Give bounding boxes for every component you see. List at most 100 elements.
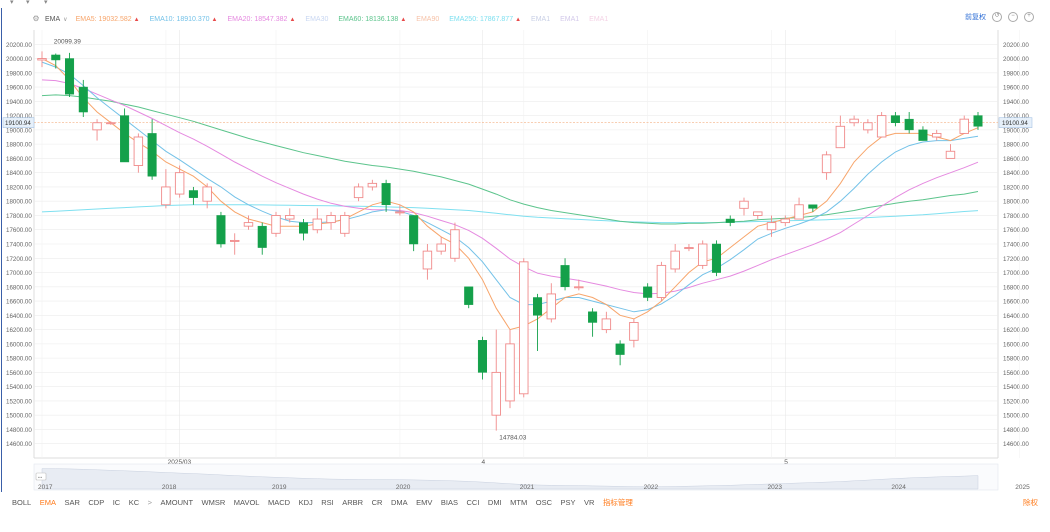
indicator-tab[interactable]: MAVOL — [233, 497, 260, 507]
candle — [684, 244, 694, 252]
candle — [312, 208, 323, 234]
legend-item[interactable]: EMA10: 18910.370 ▲ — [150, 16, 218, 23]
indicator-tab[interactable]: CDP — [88, 497, 105, 507]
ema10-line — [41, 61, 979, 313]
legend-item[interactable]: EMA1 — [560, 16, 579, 23]
indicator-tab[interactable]: PSY — [560, 497, 576, 507]
y-tick-label-left: 17400.00 — [6, 242, 32, 249]
legend-item[interactable]: EMA1 — [589, 16, 608, 23]
ex-rights-button[interactable]: 除权 — [1023, 498, 1038, 507]
indicator-tab[interactable]: DMI — [487, 497, 502, 507]
chevron-down-icon[interactable]: ∨ — [63, 16, 68, 23]
candle-body — [409, 215, 419, 245]
indicator-tab[interactable]: KC — [128, 497, 140, 507]
candle — [450, 222, 460, 262]
collapse-icon[interactable]: ▾ — [10, 0, 14, 6]
indicator-tab[interactable]: AMOUNT — [160, 497, 194, 507]
settings-icon[interactable]: ⚙ — [32, 14, 40, 23]
y-tick-label-left: 15800.00 — [6, 356, 32, 363]
y-tick-label-right: 17800.00 — [1003, 213, 1029, 220]
indicator-tab[interactable]: BIAS — [440, 497, 458, 507]
indicator-tab[interactable]: CCI — [466, 497, 480, 507]
y-tick-label-left: 19400.00 — [6, 99, 32, 106]
y-tick-label-right: 15200.00 — [1003, 398, 1029, 405]
candle — [973, 112, 983, 130]
min-value-label: 14784.03 — [499, 435, 526, 442]
indicator-tab[interactable]: MACD — [267, 497, 291, 507]
indicator-tab[interactable]: SAR — [64, 497, 80, 507]
max-value-label: 20099.39 — [54, 38, 81, 45]
legend-item[interactable]: EMA1 — [531, 16, 550, 23]
candle-body — [505, 343, 515, 402]
candle-body — [766, 222, 777, 231]
candle — [546, 283, 557, 323]
indicator-tab[interactable]: MTM — [510, 497, 528, 507]
candle — [491, 329, 501, 431]
indicator-tab[interactable]: IC — [112, 497, 121, 507]
legend-item[interactable]: EMA30 — [305, 16, 328, 23]
candle — [904, 112, 914, 134]
candle-body — [546, 293, 557, 320]
candle-body — [794, 204, 804, 220]
reset-icon[interactable]: ↺ — [992, 12, 1002, 22]
y-tick-label-left: 19000.00 — [6, 127, 32, 134]
indicator-tab[interactable]: EMA — [39, 497, 56, 507]
indicator-tab[interactable]: > — [147, 497, 153, 507]
legend-item[interactable]: EMA250: 17867.877 ▲ — [449, 16, 521, 23]
legend-label: EMA1 — [531, 15, 551, 23]
candle-body — [92, 122, 102, 131]
current-price-box-left — [2, 117, 35, 128]
indicator-tab[interactable]: KDJ — [298, 497, 313, 507]
x-year-label: 2020 — [396, 484, 411, 491]
indicator-tab[interactable]: RSI — [321, 497, 334, 507]
candle — [78, 79, 88, 118]
indicator-tab[interactable]: BOLL — [12, 497, 32, 507]
indicator-tab[interactable]: DMA — [390, 497, 408, 507]
indicator-tab[interactable]: EMV — [416, 497, 433, 507]
candle — [918, 126, 928, 141]
candle — [299, 219, 309, 241]
y-tick-label-left: 17000.00 — [6, 270, 32, 277]
candle — [890, 112, 900, 127]
date-marker-label: 5 — [784, 459, 788, 466]
adjust-mode-button[interactable]: 前复权 — [965, 14, 986, 21]
candle — [808, 204, 818, 212]
legend-item[interactable]: EMA5: 19032.582 ▲ — [76, 16, 140, 23]
y-tick-label-left: 20000.00 — [6, 56, 32, 63]
legend-item[interactable]: EMA20: 18547.382 ▲ — [228, 16, 296, 23]
indicator-tab[interactable]: OSC — [535, 497, 552, 507]
indicator-tab[interactable]: CR — [371, 497, 383, 507]
candle-body — [670, 250, 680, 270]
trend-up-icon: ▲ — [289, 16, 296, 23]
collapse-icon[interactable]: ▾ — [26, 0, 30, 6]
y-tick-label-right: 15800.00 — [1003, 356, 1029, 363]
candle-body — [849, 118, 859, 124]
candle — [739, 197, 749, 216]
candle — [711, 240, 721, 277]
candle — [863, 119, 873, 134]
trend-up-icon: ▲ — [133, 16, 140, 23]
y-tick-label-right: 19400.00 — [1003, 99, 1029, 106]
current-price-label-left: 19100.94 — [5, 120, 31, 127]
indicator-tab[interactable]: VR — [584, 497, 595, 507]
indicator-tab[interactable]: WMSR — [201, 497, 226, 507]
indicator-selector[interactable]: EMA — [45, 15, 61, 23]
zoom-out-icon[interactable]: − — [1008, 12, 1018, 22]
candle-body — [821, 154, 832, 174]
candle — [464, 286, 474, 309]
zoom-in-icon[interactable]: + — [1024, 12, 1034, 22]
candle — [560, 258, 570, 291]
x-year-label: 2019 — [272, 484, 287, 491]
candlestick-chart[interactable]: 14600.00 14600.00 14800.00 14800.00 15000.00… — [0, 0, 1050, 496]
indicator-tab[interactable]: ARBR — [342, 497, 364, 507]
legend-item[interactable]: EMA90 — [416, 16, 439, 23]
y-tick-label-left: 20200.00 — [6, 42, 32, 49]
collapse-icon[interactable]: ▾ — [44, 0, 48, 6]
candle — [477, 336, 487, 380]
y-tick-label-right: 19000.00 — [1003, 127, 1029, 134]
y-tick-label-left: 16400.00 — [6, 313, 32, 320]
indicator-tab[interactable]: 指标管理 — [602, 497, 633, 507]
legend-item[interactable]: EMA60: 18136.138 ▲ — [338, 16, 406, 23]
y-tick-label-left: 16600.00 — [6, 299, 32, 306]
candle — [409, 215, 419, 252]
